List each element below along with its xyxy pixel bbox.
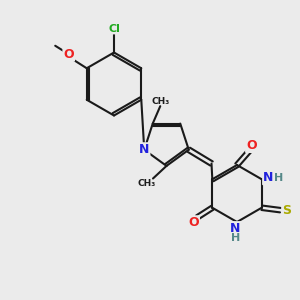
Text: N: N — [230, 222, 241, 235]
Text: CH₃: CH₃ — [152, 97, 170, 106]
Text: N: N — [139, 143, 149, 156]
Text: CH₃: CH₃ — [137, 179, 155, 188]
Text: O: O — [63, 48, 74, 61]
Text: H: H — [274, 173, 284, 183]
Text: O: O — [188, 216, 199, 229]
Text: S: S — [282, 204, 291, 217]
Text: H: H — [231, 232, 240, 243]
Text: O: O — [246, 139, 257, 152]
Text: N: N — [263, 171, 274, 184]
Text: Cl: Cl — [108, 23, 120, 34]
